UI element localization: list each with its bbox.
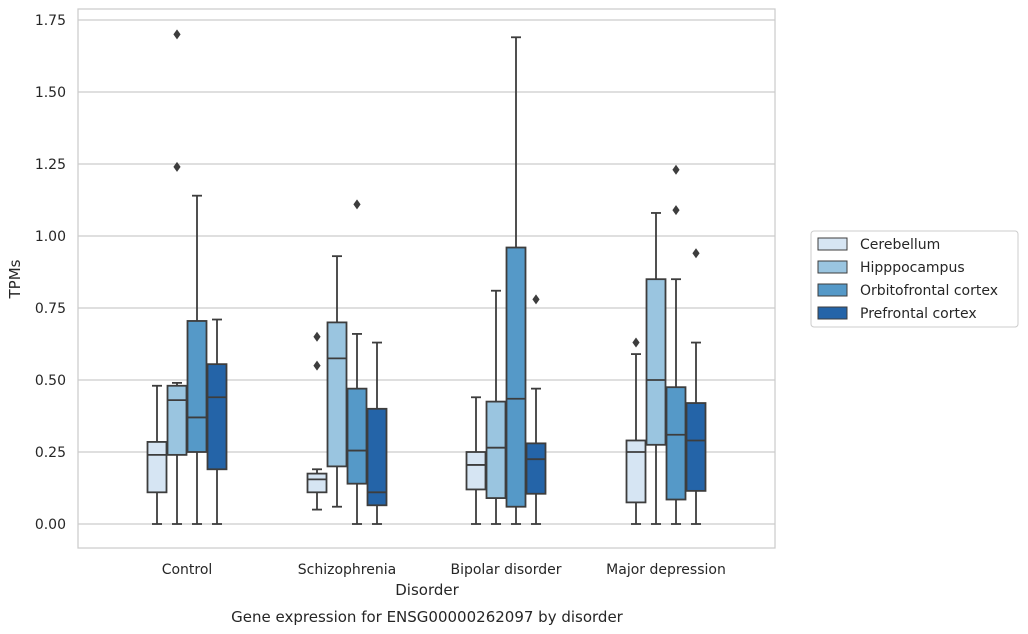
- box-group: [525, 294, 547, 525]
- box: [186, 320, 208, 453]
- box-group: [346, 199, 368, 525]
- outlier-point: [672, 205, 680, 216]
- box: [465, 451, 487, 491]
- box: [485, 400, 507, 499]
- plot-frame: [77, 8, 776, 549]
- legend-label: Cerebellum: [860, 237, 940, 253]
- y-tick-label: 1.75: [35, 13, 66, 29]
- x-tick-label: Schizophrenia: [298, 562, 396, 578]
- y-tick-label: 0.50: [35, 373, 66, 389]
- x-tick-label: Control: [162, 562, 213, 578]
- box-group: [625, 337, 647, 525]
- legend-swatch: [817, 283, 848, 297]
- box: [346, 387, 368, 485]
- y-tick-label: 0.25: [35, 445, 66, 461]
- x-axis-ticks: Control Schizophrenia Bipolar disorder Majo…: [162, 562, 726, 578]
- box-group: [665, 164, 687, 525]
- outlier-point: [532, 294, 540, 305]
- outlier-point: [313, 360, 321, 371]
- legend-swatch: [817, 237, 848, 251]
- box: [166, 384, 188, 456]
- outlier-point: [173, 161, 181, 172]
- outlier-point: [173, 29, 181, 40]
- box: [525, 442, 547, 495]
- box: [625, 439, 647, 504]
- legend-swatch: [817, 306, 848, 320]
- box-group: [206, 318, 228, 525]
- box: [326, 321, 348, 468]
- legend-label: Prefrontal cortex: [860, 306, 977, 322]
- legend-label: Orbitofrontal cortex: [860, 283, 998, 299]
- x-tick-label: Bipolar disorder: [450, 562, 561, 578]
- x-tick-label: Major depression: [606, 562, 726, 578]
- box-group: [166, 29, 188, 525]
- y-tick-label: 1.25: [35, 157, 66, 173]
- outlier-point: [353, 199, 361, 210]
- figure-caption: Gene expression for ENSG00000262097 by d…: [231, 608, 624, 626]
- box: [306, 472, 328, 494]
- y-tick-label: 0.00: [35, 517, 66, 533]
- box: [645, 278, 667, 446]
- outlier-point: [313, 331, 321, 342]
- y-axis-label: TPMs: [6, 259, 24, 299]
- box: [146, 441, 168, 494]
- box: [206, 363, 228, 471]
- x-axis-label: Disorder: [395, 581, 459, 599]
- outlier-point: [692, 248, 700, 259]
- legend-label: Hipppocampus: [860, 260, 965, 276]
- boxes: [146, 29, 707, 525]
- box: [665, 386, 687, 501]
- box-group: [465, 396, 487, 525]
- y-tick-label: 1.00: [35, 229, 66, 245]
- box-group: [306, 331, 328, 511]
- box: [685, 402, 707, 492]
- legend-frame: [810, 230, 1019, 328]
- box-group: [366, 341, 388, 525]
- outlier-point: [632, 337, 640, 348]
- box-group: [645, 212, 667, 525]
- box-group: [326, 255, 348, 508]
- box-group: [505, 36, 527, 525]
- box: [505, 246, 527, 508]
- box-group: [186, 194, 208, 525]
- legend: Cerebellum Hipppocampus Orbitofrontal cort…: [810, 230, 1019, 328]
- legend-swatch: [817, 260, 848, 274]
- box: [366, 407, 388, 507]
- y-tick-label: 1.50: [35, 85, 66, 101]
- y-tick-label: 0.75: [35, 301, 66, 317]
- box-group: [146, 384, 168, 525]
- outlier-point: [672, 164, 680, 175]
- box-group: [685, 248, 707, 525]
- y-axis-ticks: 0.00 0.25 0.50 0.75 1.00 1.25 1.50 1.75: [35, 13, 66, 533]
- box-group: [485, 289, 507, 525]
